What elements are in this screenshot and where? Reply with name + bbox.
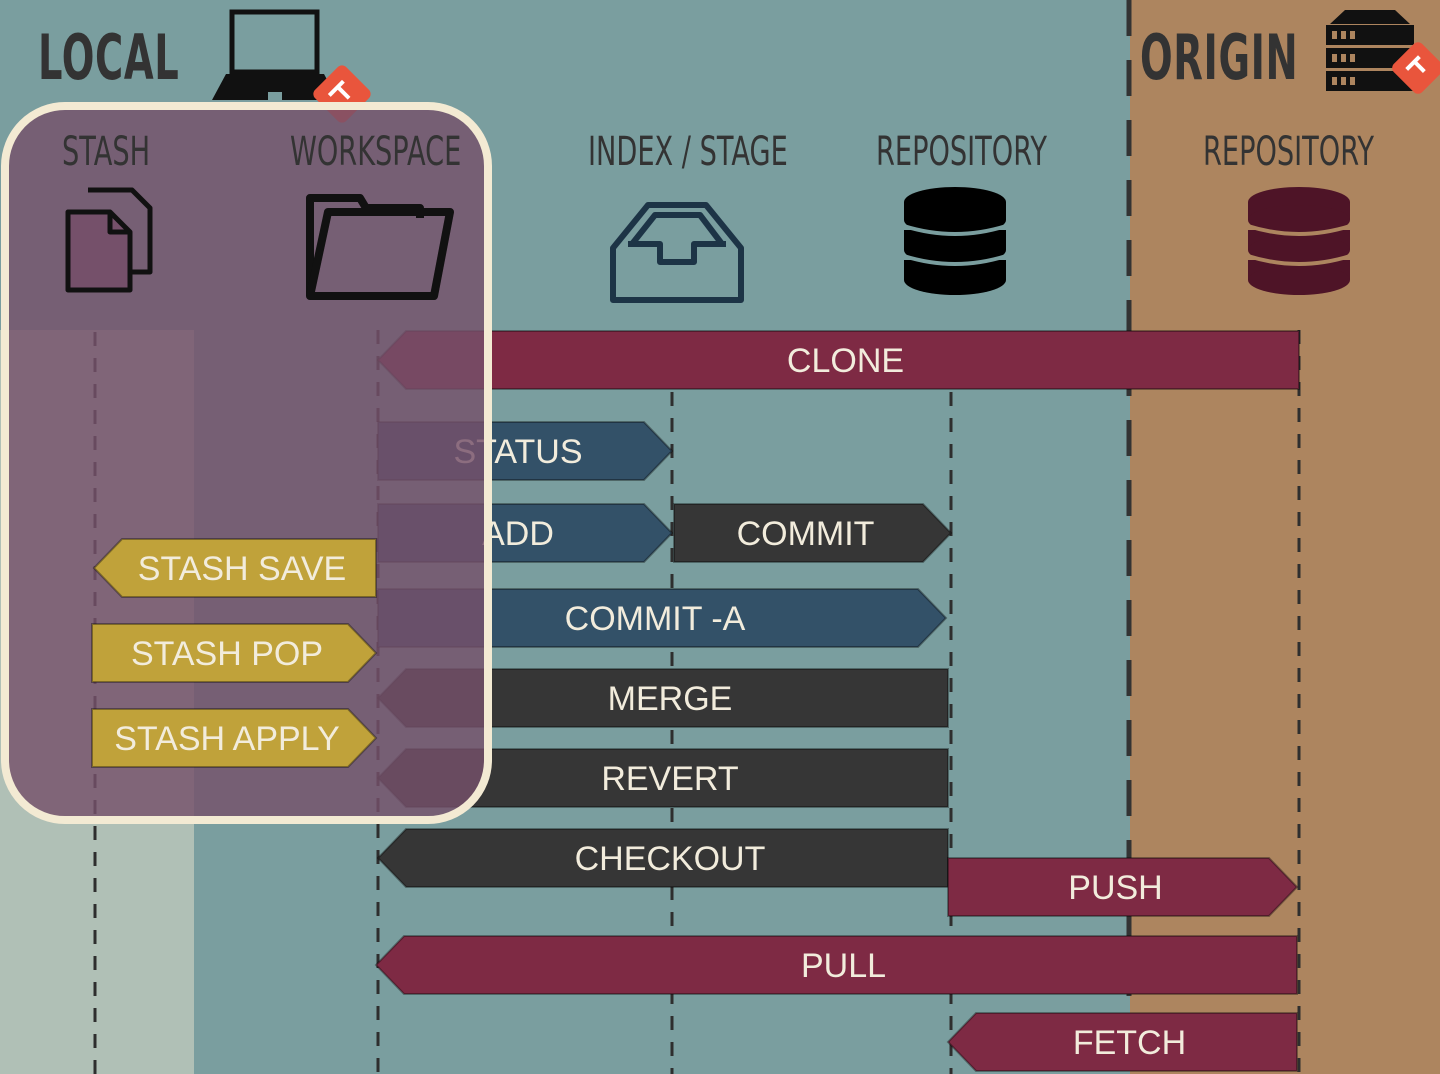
column-label-local-repository: REPOSITORY [876,129,1047,175]
column-label-index: INDEX / STAGE [588,129,788,175]
origin-title: ORIGIN [1140,21,1299,94]
arrow-stash-save [92,538,377,598]
label-stash-save: STASH SAVE [138,550,346,588]
inbox-tray-icon [610,202,744,303]
label-commit-a: COMMIT -A [565,600,746,638]
laptop-icon [212,9,338,100]
server-icon [1326,10,1414,91]
database-bands [1248,224,1350,266]
label-merge: MERGE [608,680,733,718]
label-stash-apply: STASH APPLY [114,720,340,758]
stash-command-arrows: STASH SAVE STASH POP STASH APPLY [91,538,378,768]
column-label-stash: STASH [62,129,151,175]
label-clone: CLONE [787,342,904,380]
arrow-checkout [376,828,949,888]
folder-icon [306,194,454,300]
label-push: PUSH [1068,869,1162,907]
arrow-fetch [946,1012,1298,1072]
label-pull: PULL [801,947,886,985]
documents-icon [65,187,153,293]
label-stash-pop: STASH POP [131,635,323,673]
local-title: LOCAL [38,21,180,94]
label-fetch: FETCH [1073,1024,1186,1062]
git-logo-icon [1392,42,1440,94]
arrow-push [947,857,1299,917]
column-label-origin-repository: REPOSITORY [1203,129,1374,175]
arrow-commit [673,503,953,563]
database-icon [904,187,1006,295]
database-bands [904,224,1006,266]
arrow-stash-apply [91,708,378,768]
label-checkout: CHECKOUT [575,840,766,878]
label-revert: REVERT [601,760,738,798]
arrow-stash-pop [91,623,378,683]
arrow-pull [374,935,1298,995]
label-commit: COMMIT [737,515,875,553]
database-icon [1248,187,1350,295]
column-label-workspace: WORKSPACE [290,129,462,175]
label-add: ADD [482,515,554,553]
